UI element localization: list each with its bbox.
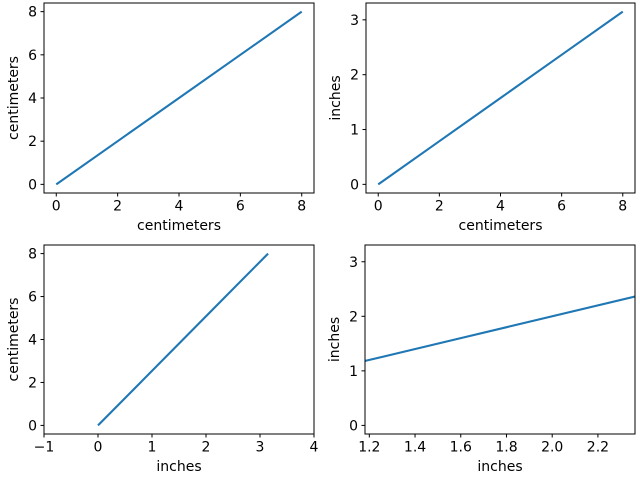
x-axis-label: inches [477, 459, 522, 475]
x-tick-label: 3 [256, 440, 265, 456]
x-tick-label: 0 [94, 440, 103, 456]
x-axis-label: centimeters [137, 218, 221, 234]
x-tick-label: 2 [113, 199, 122, 215]
x-tick-label: 2 [435, 199, 444, 215]
x-tick-label: 6 [236, 199, 245, 215]
y-tick-label: 2 [28, 375, 37, 391]
x-tick-label: 2.2 [587, 440, 609, 456]
x-tick-label: 1 [148, 440, 157, 456]
y-tick-label: 0 [28, 418, 37, 434]
x-tick-label: 6 [557, 199, 566, 215]
line-series-cm-vs-inches [377, 10, 624, 186]
x-tick-label: 8 [618, 199, 627, 215]
x-tick-label: 2 [202, 440, 211, 456]
line-series-inches-vs-inches [365, 295, 635, 363]
subplot-top-left: 0 2 4 6 8 0 2 4 6 8 centimeters centimeters [6, 2, 315, 234]
line-series-inches-vs-cm [97, 252, 269, 427]
y-tick-label: 3 [349, 255, 358, 271]
y-tick-label: 6 [28, 48, 37, 64]
x-tick-label: 4 [310, 440, 319, 456]
y-tick-label: 1 [350, 123, 359, 139]
x-tick-label: 4 [496, 199, 505, 215]
y-axis-label: centimeters [6, 298, 22, 382]
x-tick-label: 0 [52, 199, 61, 215]
y-tick-label: 0 [350, 177, 359, 193]
y-tick-label: 6 [28, 290, 37, 306]
y-tick-label: 0 [28, 177, 37, 193]
axes-spines [364, 244, 636, 435]
axes-spines [43, 244, 315, 435]
y-tick-label: 4 [28, 333, 37, 349]
y-tick-label: 8 [28, 5, 37, 21]
y-tick-label: 2 [28, 134, 37, 150]
y-tick-label: 2 [350, 68, 359, 84]
x-tick-label: 0 [374, 199, 383, 215]
y-tick-label: 3 [350, 13, 359, 29]
y-tick-label: 4 [28, 91, 37, 107]
subplot-top-right: 0 2 4 6 8 0 1 2 3 centimeters inches [328, 2, 636, 234]
y-tick-label: 2 [349, 309, 358, 325]
y-axis-label: inches [327, 317, 343, 362]
line-series-cm-vs-cm [55, 10, 303, 186]
x-tick-label: 2.0 [541, 440, 563, 456]
y-axis-label: centimeters [6, 56, 22, 140]
subplot-bottom-right: 1.2 1.4 1.6 1.8 2.0 2.2 0 1 2 3 inches inches [327, 244, 636, 475]
x-axis-label: centimeters [459, 218, 543, 234]
x-tick-label: 4 [175, 199, 184, 215]
y-tick-label: 8 [28, 247, 37, 263]
y-axis-label: inches [328, 75, 344, 120]
x-tick-label: 1.4 [404, 440, 426, 456]
x-tick-label: −1 [34, 440, 55, 456]
subplot-bottom-left: −1 0 1 2 3 4 0 2 4 6 8 inches centimeters [6, 244, 319, 475]
x-tick-label: 1.6 [450, 440, 472, 456]
x-axis-label: inches [156, 459, 201, 475]
y-tick-label: 0 [349, 418, 358, 434]
x-tick-label: 1.2 [358, 440, 380, 456]
x-tick-label: 1.8 [495, 440, 517, 456]
y-tick-label: 1 [349, 364, 358, 380]
x-tick-label: 8 [297, 199, 306, 215]
